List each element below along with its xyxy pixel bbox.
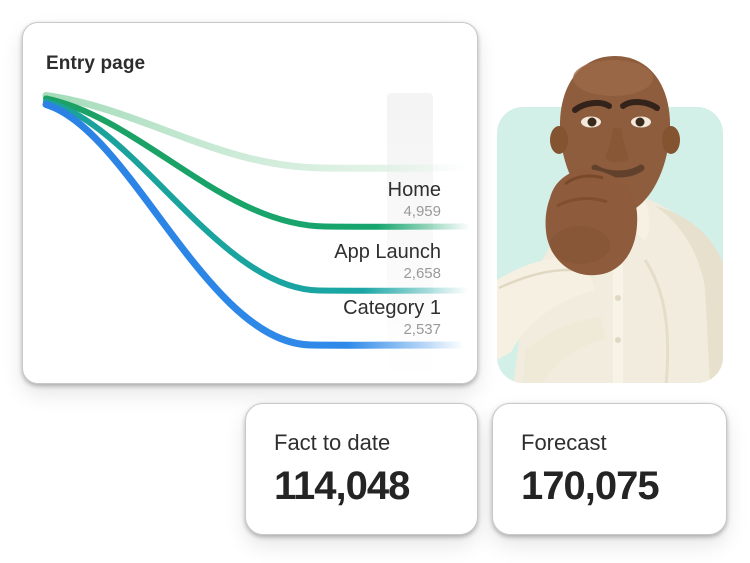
forecast-card: Forecast 170,075 <box>492 403 727 535</box>
sleeve-cuff-fold <box>523 317 606 383</box>
stat-value: 170,075 <box>521 464 660 508</box>
shirt-button <box>615 295 621 301</box>
flow-line-category-1 <box>43 98 471 294</box>
flow-chart <box>42 92 474 383</box>
portrait-photo <box>495 48 730 385</box>
flow-label-value: 4,959 <box>403 203 441 220</box>
stat-value: 114,048 <box>274 464 410 508</box>
entry-page-card: Entry page Home 4,959 App Launch 2,658 C… <box>22 22 478 384</box>
flow-label-value: 2,537 <box>403 321 441 338</box>
flow-line-app-launch <box>43 95 473 230</box>
hand-on-chin <box>545 169 638 276</box>
faint-column-highlight <box>387 93 433 383</box>
eyebrow-left <box>572 99 612 113</box>
flow-label-name: Home <box>387 179 441 201</box>
flow-label-name: App Launch <box>334 241 441 263</box>
nose <box>605 128 629 163</box>
chart-title: Entry page <box>46 53 146 74</box>
knuckle-line <box>564 174 604 186</box>
flow-label-app-launch: App Launch 2,658 <box>334 241 441 283</box>
stat-label: Forecast <box>521 430 607 455</box>
eye-right-iris <box>635 117 645 127</box>
hand-shadow <box>550 226 610 264</box>
sleeve-fold <box>498 268 576 290</box>
flow-label-name: Category 1 <box>343 297 441 319</box>
stat-label: Fact to date <box>274 430 391 455</box>
ear-left <box>550 126 568 154</box>
ear-right <box>662 126 680 154</box>
portrait-illustration <box>497 56 723 383</box>
sleeve-forearm <box>497 257 595 360</box>
flow-label-value: 2,658 <box>403 265 441 282</box>
shirt-button <box>615 337 621 343</box>
eye-left-iris <box>587 117 597 127</box>
mustache <box>591 164 645 178</box>
knuckle-line <box>556 197 608 208</box>
shirt-shadow <box>655 206 723 383</box>
fact-to-date-card: Fact to date 114,048 <box>245 403 478 535</box>
flow-label-home: Home 4,959 <box>388 179 441 221</box>
flow-line-bottom <box>42 101 468 349</box>
flow-line-home <box>42 92 474 172</box>
flow-label-category-1: Category 1 2,537 <box>343 297 441 339</box>
shirt-crease <box>643 259 670 383</box>
fist <box>545 169 638 276</box>
head-highlight <box>573 60 653 96</box>
eyebrow-right <box>620 99 660 111</box>
